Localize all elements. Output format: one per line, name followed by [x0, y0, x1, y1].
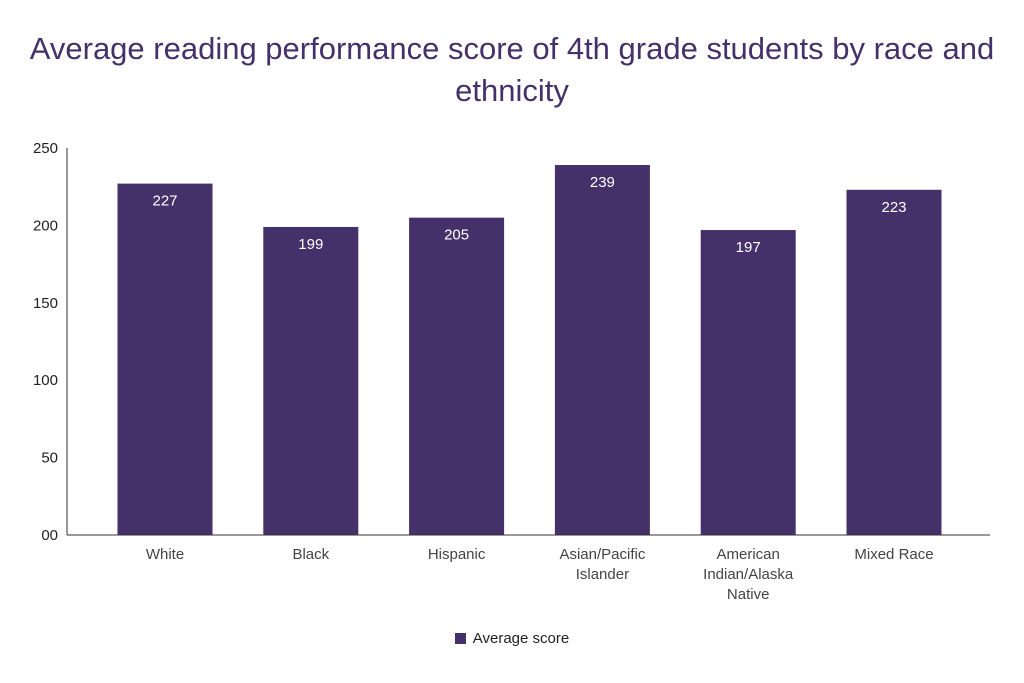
bar [700, 230, 796, 535]
data-label: 197 [736, 239, 761, 256]
y-tick-label: 50 [41, 450, 58, 467]
x-tick-label: Mixed Race [854, 546, 933, 563]
x-tick-label: Hispanic [428, 546, 486, 563]
legend-swatch [454, 633, 466, 644]
x-tick-label: Black [292, 546, 329, 563]
y-tick-label: 200 [33, 217, 58, 234]
x-tick-label: Islander [576, 566, 629, 583]
data-label: 205 [444, 227, 469, 244]
y-tick-label: 150 [33, 295, 58, 312]
y-tick-label: 250 [33, 140, 58, 157]
x-tick-label: American [717, 546, 780, 563]
x-tick-label: Asian/Pacific [559, 546, 645, 563]
data-label: 199 [298, 236, 323, 253]
bar [846, 189, 942, 535]
x-tick-label: Indian/Alaska [703, 566, 794, 583]
bar [554, 165, 650, 535]
data-label: 223 [881, 199, 906, 216]
bar [263, 226, 359, 535]
y-tick-label: 00 [41, 527, 58, 544]
x-tick-label: Native [727, 586, 770, 603]
legend-label: Average score [472, 630, 570, 647]
chart-title: Average reading performance score of 4th… [29, 31, 995, 108]
x-tick-label: White [146, 546, 184, 563]
y-tick-label: 100 [33, 372, 58, 389]
data-label: 227 [152, 193, 177, 210]
data-label: 239 [590, 174, 615, 191]
bar [117, 183, 213, 535]
bar [409, 217, 505, 535]
legend: Average score [0, 630, 1024, 647]
